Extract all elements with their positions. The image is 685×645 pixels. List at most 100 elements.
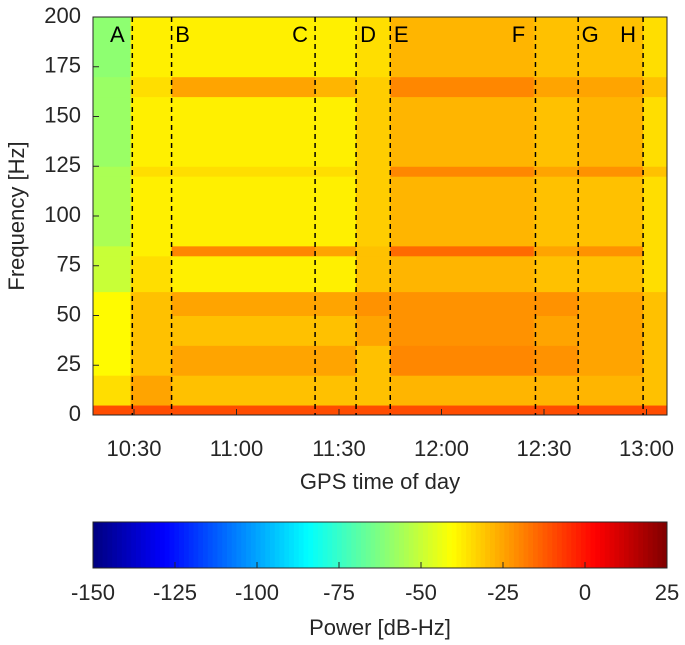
colorbar-segment bbox=[628, 522, 635, 568]
colorbar-segment bbox=[590, 522, 596, 568]
heatmap-cell bbox=[315, 176, 357, 247]
heatmap-cell bbox=[643, 375, 668, 406]
colorbar-segment bbox=[217, 522, 223, 568]
colorbar-segment bbox=[212, 522, 218, 568]
colorbar-segment bbox=[389, 522, 395, 568]
colorbar-segment bbox=[437, 522, 443, 568]
heatmap-cell bbox=[130, 375, 173, 406]
x-tick-label: 11:00 bbox=[210, 436, 263, 461]
heatmap-cell bbox=[171, 17, 316, 78]
heatmap-cell bbox=[93, 405, 132, 416]
colorbar-segment bbox=[619, 522, 625, 568]
marker-label: F bbox=[512, 22, 525, 47]
colorbar-segment bbox=[116, 522, 123, 568]
colorbar-segment bbox=[303, 522, 309, 568]
colorbar-segment bbox=[633, 522, 639, 568]
heatmap-cell bbox=[578, 315, 644, 346]
heatmap-cell bbox=[578, 345, 644, 376]
colorbar-segment bbox=[556, 522, 563, 568]
heatmap-cell bbox=[171, 76, 316, 98]
colorbar-segment bbox=[298, 522, 304, 568]
heatmap-cell bbox=[93, 245, 132, 257]
colorbar-segment bbox=[164, 522, 171, 568]
colorbar-segment bbox=[403, 522, 410, 568]
colorbar-segment bbox=[571, 522, 577, 568]
colorbar-segment bbox=[279, 522, 285, 568]
colorbar-segment bbox=[380, 522, 386, 568]
colorbar-segment bbox=[446, 522, 453, 568]
colorbar-segment bbox=[470, 522, 477, 568]
heatmap-cell bbox=[171, 315, 316, 346]
colorbar-segment bbox=[255, 522, 261, 568]
heatmap-cell bbox=[533, 96, 579, 167]
y-tick-label: 125 bbox=[44, 152, 81, 177]
heatmap-cell bbox=[578, 245, 644, 257]
heatmap-cell bbox=[171, 96, 316, 167]
heatmap-cell bbox=[356, 17, 391, 78]
y-tick-label: 50 bbox=[57, 301, 81, 326]
heatmap-cell bbox=[578, 176, 644, 247]
colorbar-segment bbox=[112, 522, 118, 568]
heatmap-cell bbox=[315, 375, 357, 406]
heatmap-cell bbox=[390, 315, 535, 346]
colorbar-segment bbox=[131, 522, 137, 568]
colorbar-segment bbox=[456, 522, 462, 568]
y-tick-label: 0 bbox=[69, 401, 81, 426]
x-tick-label: 13:00 bbox=[619, 436, 674, 461]
x-axis-label: GPS time of day bbox=[300, 469, 460, 494]
heatmap-cell bbox=[533, 315, 579, 346]
heatmap-cell bbox=[93, 291, 132, 316]
colorbar-segment bbox=[207, 522, 214, 568]
colorbar-segment bbox=[623, 522, 630, 568]
colorbar-segment bbox=[451, 522, 458, 568]
heatmap-cell bbox=[643, 291, 668, 316]
heatmap-cell bbox=[356, 375, 391, 406]
heatmap-cell bbox=[356, 255, 391, 293]
heatmap-cell bbox=[130, 96, 173, 167]
x-tick-label: 12:30 bbox=[516, 436, 571, 461]
colorbar-segment bbox=[293, 522, 300, 568]
colorbar-segment bbox=[576, 522, 582, 568]
heatmap-cell bbox=[643, 255, 668, 293]
colorbar-segment bbox=[246, 522, 252, 568]
colorbar-segment bbox=[284, 522, 290, 568]
colorbar-segment bbox=[155, 522, 161, 568]
colorbar-segment bbox=[427, 522, 434, 568]
heatmap-cell bbox=[578, 17, 644, 78]
heatmap-cell bbox=[390, 245, 535, 257]
colorbar-segment bbox=[250, 522, 257, 568]
heatmap-cell bbox=[93, 76, 132, 98]
heatmap-cell bbox=[315, 405, 357, 416]
heatmap-cell bbox=[130, 17, 173, 78]
heatmap-cell bbox=[533, 375, 579, 406]
colorbar-segment bbox=[356, 522, 362, 568]
colorbar-segment bbox=[475, 522, 481, 568]
colorbar-segment bbox=[423, 522, 429, 568]
colorbar-tick-label: -100 bbox=[235, 580, 279, 605]
colorbar-tick-label: -25 bbox=[487, 580, 519, 605]
colorbar-segment bbox=[327, 522, 333, 568]
colorbar-segment bbox=[518, 522, 524, 568]
heatmap-cell bbox=[315, 255, 357, 293]
colorbar-segment bbox=[413, 522, 419, 568]
colorbar-segment bbox=[647, 522, 654, 568]
colorbar-segment bbox=[351, 522, 357, 568]
heatmap-cell bbox=[533, 291, 579, 316]
x-tick-label: 11:30 bbox=[312, 436, 365, 461]
colorbar-segment bbox=[193, 522, 199, 568]
colorbar-segment bbox=[203, 522, 209, 568]
heatmap-cell bbox=[390, 345, 535, 376]
heatmap-cell bbox=[171, 375, 316, 406]
heatmap-cell bbox=[130, 255, 173, 293]
marker-label: B bbox=[175, 22, 190, 47]
heatmap-cell bbox=[315, 96, 357, 167]
heatmap-cell bbox=[578, 96, 644, 167]
colorbar-segment bbox=[188, 522, 194, 568]
heatmap-cell bbox=[356, 76, 391, 98]
heatmap-cell bbox=[93, 375, 132, 406]
colorbar-segment bbox=[289, 522, 295, 568]
y-tick-label: 150 bbox=[44, 102, 81, 127]
heatmap-cell bbox=[93, 17, 132, 78]
heatmap-cell bbox=[171, 345, 316, 376]
heatmap-cell bbox=[390, 17, 535, 78]
